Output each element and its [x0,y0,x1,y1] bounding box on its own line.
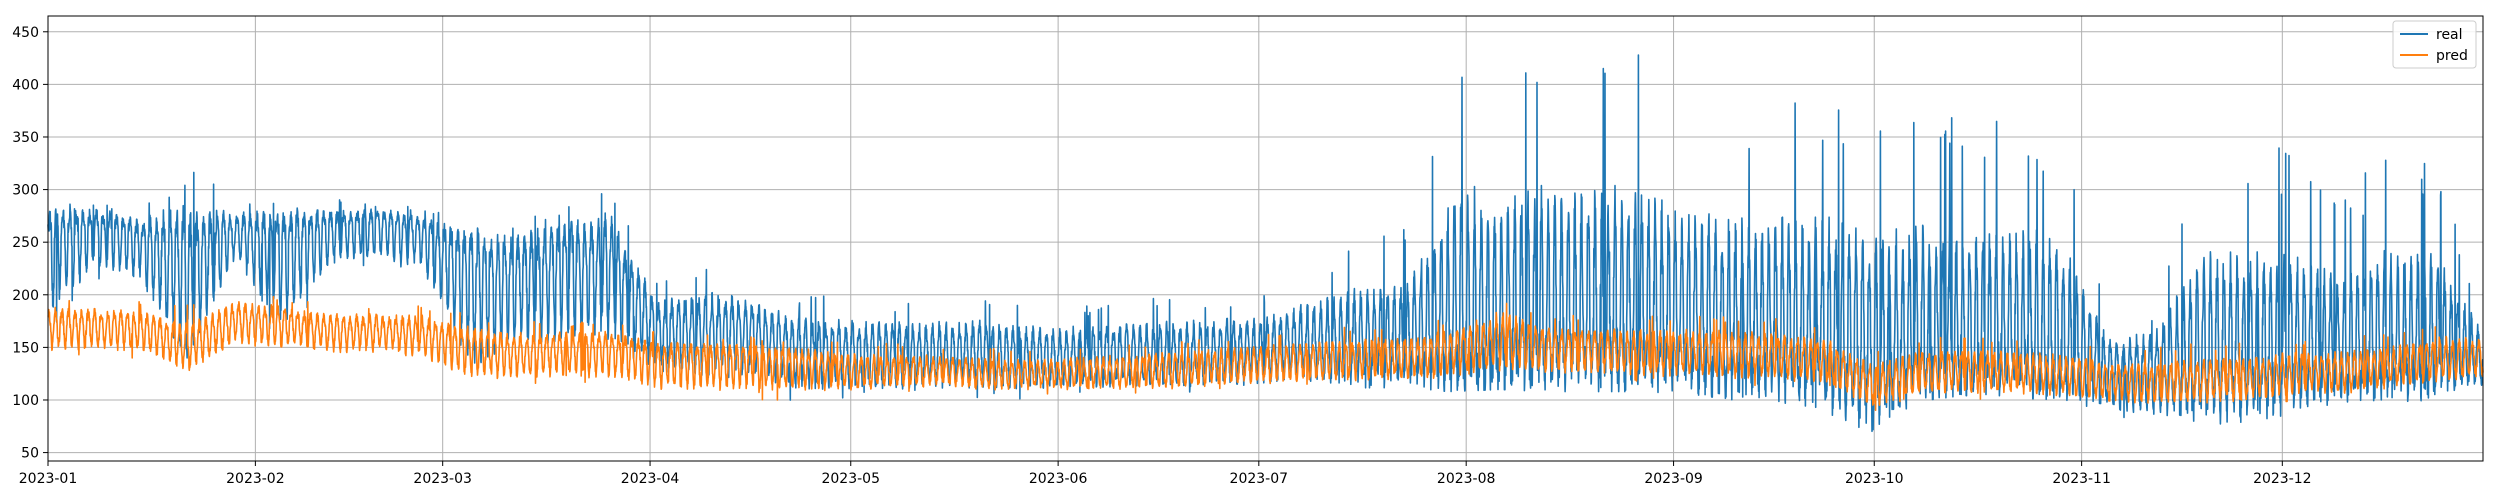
x-tick-label: 2023-02 [226,471,285,487]
y-tick-label: 100 [12,393,39,409]
plot-frame [47,15,2484,462]
y-tick-label: 350 [12,130,39,146]
legend-box [2392,20,2477,69]
y-tick-label: 300 [12,183,39,199]
x-tick-label: 2023-09 [1644,471,1703,487]
x-tick-label: 2023-01 [19,471,78,487]
y-tick-label: 150 [12,340,39,356]
legend-label-real: real [2436,27,2463,43]
x-tick-label: 2023-07 [1230,471,1289,487]
x-tick-label: 2023-11 [2052,471,2111,487]
legend: real pred [2392,20,2477,69]
x-tick-label: 2023-04 [621,471,680,487]
y-tick-label: 200 [12,288,39,304]
series-line-pred [47,295,2484,412]
x-tick-label: 2023-10 [1845,471,1904,487]
axes: 50 100 150 200 250 300 350 400 450 2023-01 2023-02… [12,25,2311,487]
x-tick-label: 2023-08 [1437,471,1496,487]
x-tick-label: 2023-05 [821,471,880,487]
plot-series [47,54,2484,433]
y-tick-label: 50 [21,446,39,462]
x-tick-label: 2023-03 [413,471,472,487]
x-tick-label: 2023-12 [2253,471,2312,487]
y-tick-label: 450 [12,25,39,41]
legend-label-pred: pred [2436,48,2468,64]
y-tick-label: 400 [12,77,39,93]
x-tick-label: 2023-06 [1029,471,1088,487]
y-tick-label: 250 [12,235,39,251]
